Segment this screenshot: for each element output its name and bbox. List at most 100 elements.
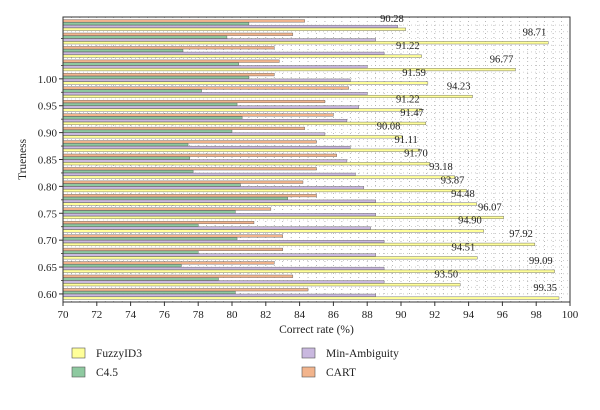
- bar-c4-5: [62, 183, 241, 187]
- data-label: 94.90: [458, 216, 482, 227]
- bar-cart: [62, 73, 275, 77]
- bar-fuzzyid3: [62, 269, 555, 273]
- y-tick-label: 0.95: [38, 101, 58, 113]
- bar-fuzzyid3: [62, 162, 430, 166]
- bar-c4-5: [62, 129, 233, 133]
- bar-cart: [62, 261, 275, 265]
- data-label: 93.87: [441, 175, 465, 186]
- x-tick-label: 80: [227, 309, 239, 321]
- data-label: 91.22: [396, 41, 420, 52]
- bar-fuzzyid3: [62, 202, 477, 206]
- bar-c4-5: [62, 75, 250, 79]
- bar-cart: [62, 59, 280, 63]
- data-label: 94.23: [447, 81, 471, 92]
- bar-fuzzyid3: [62, 148, 420, 152]
- data-label: 97.92: [509, 229, 533, 240]
- bar-cart: [62, 207, 272, 211]
- data-label: 90.28: [380, 14, 404, 25]
- bar-c4-5: [62, 89, 202, 93]
- bar-cart: [62, 19, 305, 23]
- bar-cart: [62, 234, 283, 238]
- bar-fuzzyid3: [62, 108, 422, 112]
- data-label: 99.35: [533, 283, 557, 294]
- bar-fuzzyid3: [62, 68, 516, 72]
- bar-cart: [62, 180, 304, 184]
- data-label: 91.59: [402, 68, 426, 79]
- bar-c4-5: [62, 196, 288, 200]
- bar-min-ambiguity: [62, 240, 385, 244]
- data-label: 91.11: [395, 135, 418, 146]
- data-label: 91.22: [396, 95, 420, 106]
- y-tick-label: 0.60: [38, 289, 58, 301]
- bar-min-ambiguity: [62, 159, 348, 163]
- x-tick-label: 72: [91, 309, 102, 321]
- bar-fuzzyid3: [62, 189, 467, 193]
- x-tick-label: 90: [396, 309, 408, 321]
- bar-c4-5: [62, 143, 189, 147]
- tick-layer: 70 72 74 76 78 80 82 84 86 88 90 92 94 96 98 100 0.60 0.6…: [38, 38, 579, 321]
- bar-c4-5: [62, 102, 238, 106]
- bar-fuzzyid3: [62, 256, 478, 260]
- bar-min-ambiguity: [62, 280, 385, 284]
- bar-min-ambiguity: [62, 24, 398, 28]
- y-tick-label: 0.85: [38, 155, 58, 167]
- x-tick-label: 86: [328, 309, 340, 321]
- bar-min-ambiguity: [62, 119, 348, 123]
- bar-fuzzyid3: [62, 175, 455, 179]
- data-label: 91.70: [404, 149, 428, 160]
- data-label: 91.47: [400, 108, 424, 119]
- legend-swatch-min-ambiguity: [301, 347, 316, 359]
- bar-fuzzyid3: [62, 296, 560, 300]
- bar-c4-5: [62, 223, 199, 227]
- bar-fuzzyid3: [62, 283, 461, 287]
- bar-c4-5: [62, 49, 184, 53]
- bar-cart: [62, 194, 317, 198]
- bar-min-ambiguity: [62, 199, 376, 203]
- bar-min-ambiguity: [62, 266, 385, 270]
- data-label: 94.48: [451, 189, 475, 200]
- bar-cart: [62, 126, 305, 130]
- bar-c4-5: [62, 156, 190, 160]
- y-tick-label: 0.65: [38, 262, 58, 274]
- bar-min-ambiguity: [62, 78, 351, 82]
- bar-fuzzyid3: [62, 135, 403, 139]
- bar-cart: [62, 221, 255, 225]
- bar-min-ambiguity: [62, 132, 326, 136]
- x-tick-label: 92: [429, 309, 440, 321]
- x-tick-label: 98: [531, 309, 543, 321]
- bar-cart: [62, 288, 309, 292]
- bar-min-ambiguity: [62, 293, 376, 297]
- bar-c4-5: [62, 291, 236, 295]
- data-label: 96.07: [478, 202, 502, 213]
- bar-fuzzyid3: [62, 81, 429, 85]
- legend-swatch-cart: [301, 366, 316, 378]
- x-tick-label: 88: [362, 309, 374, 321]
- bar-min-ambiguity: [62, 92, 368, 96]
- y-tick-label: 0.75: [38, 208, 58, 220]
- data-label: 96.77: [490, 54, 514, 65]
- legend-swatch-c4-5: [71, 366, 86, 378]
- bar-cart: [62, 100, 326, 104]
- x-tick-label: 96: [497, 309, 509, 321]
- x-tick-label: 78: [193, 309, 205, 321]
- bar-min-ambiguity: [62, 38, 376, 42]
- legend: FuzzyID3 C4.5 Min-Ambiguity CART: [71, 347, 399, 379]
- y-tick-label: 1.00: [38, 74, 58, 86]
- bar-cart: [62, 113, 334, 117]
- bar-min-ambiguity: [62, 65, 368, 69]
- bar-layer: [62, 19, 560, 300]
- data-label: 93.50: [435, 269, 459, 280]
- bar-c4-5: [62, 250, 199, 254]
- label-layer: 99.35 93.50 99.09 94.51 97.92 94.90 96.0794.48…: [377, 14, 557, 294]
- bar-cart: [62, 32, 294, 36]
- y-axis-label: Trueness: [17, 138, 29, 180]
- bar-min-ambiguity: [62, 186, 365, 190]
- x-tick-label: 94: [463, 309, 475, 321]
- bar-cart: [62, 167, 317, 171]
- bar-c4-5: [62, 277, 219, 281]
- bar-min-ambiguity: [62, 105, 359, 109]
- data-label: 99.09: [529, 256, 553, 267]
- data-label: 90.08: [377, 122, 401, 133]
